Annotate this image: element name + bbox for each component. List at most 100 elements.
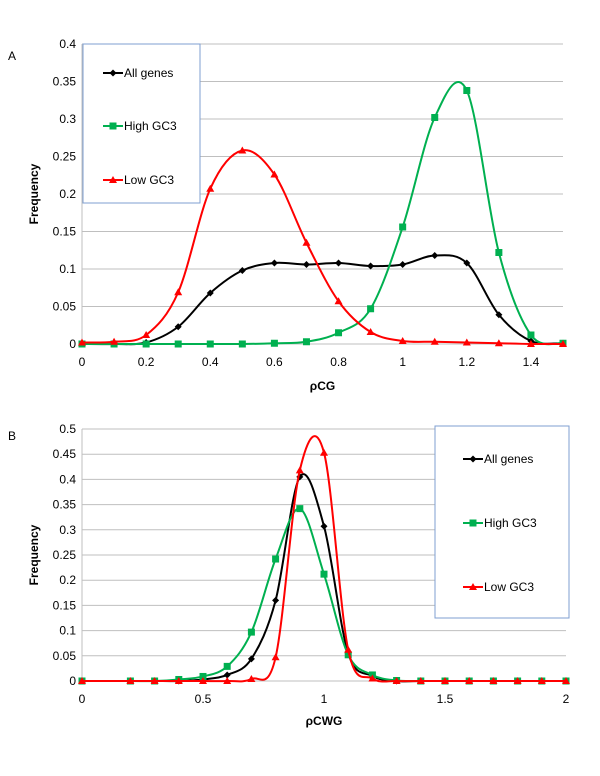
data-point [494, 339, 503, 347]
x-tick-label: 1.5 [437, 692, 454, 706]
data-point [335, 329, 343, 337]
legend-label: Low GC3 [124, 173, 174, 187]
data-point [223, 671, 231, 679]
data-point [489, 677, 498, 684]
y-tick-label: 0.25 [53, 150, 77, 164]
data-point [366, 328, 375, 335]
data-point [174, 288, 183, 296]
data-point [206, 289, 214, 297]
data-point [302, 238, 311, 246]
data-point [495, 249, 503, 256]
data-point [174, 677, 183, 684]
x-tick-label: 1 [321, 692, 328, 706]
data-point [562, 677, 570, 684]
y-tick-label: 0.35 [53, 498, 77, 512]
data-point [199, 677, 207, 684]
panel-label: B [8, 429, 16, 443]
data-point [462, 338, 471, 346]
data-point [150, 677, 159, 684]
y-axis-label: Frequency [27, 524, 41, 585]
data-point [527, 331, 535, 339]
x-axis-label: ρCG [310, 379, 335, 393]
y-tick-label: 0 [69, 337, 76, 351]
x-tick-label: 0 [79, 692, 86, 706]
y-tick-label: 0.4 [59, 472, 76, 486]
data-point [334, 297, 343, 305]
data-point [399, 223, 407, 231]
data-point [469, 455, 477, 463]
data-point [247, 628, 255, 636]
data-point [272, 555, 280, 563]
legend-label: All genes [124, 66, 173, 80]
data-point [431, 252, 439, 259]
data-point [335, 259, 343, 267]
data-point [526, 340, 535, 347]
data-point [296, 505, 304, 513]
x-tick-label: 0 [79, 355, 86, 369]
legend-box [434, 425, 570, 619]
data-point [142, 331, 151, 338]
data-point [109, 176, 117, 183]
data-point [126, 677, 135, 684]
y-tick-label: 0.35 [53, 75, 77, 89]
data-point [270, 170, 279, 178]
y-tick-label: 0 [69, 674, 76, 688]
data-point [344, 651, 352, 659]
y-tick-label: 0.4 [59, 37, 76, 51]
y-tick-label: 0.05 [53, 649, 77, 663]
legend: All genes High GC3 Low GC3 [82, 43, 201, 204]
data-point [206, 340, 214, 348]
legend-label: Low GC3 [484, 580, 534, 594]
x-axis-label: ρCWG [306, 714, 343, 728]
data-point [368, 674, 377, 682]
y-tick-label: 0.2 [59, 187, 76, 201]
y-tick-label: 0.05 [53, 300, 77, 314]
data-point [537, 677, 546, 684]
data-point [272, 596, 280, 604]
data-point [110, 337, 119, 345]
data-point [238, 267, 246, 274]
legend-label: All genes [484, 452, 533, 466]
x-tick-label: 0.4 [202, 355, 219, 369]
y-tick-label: 0.1 [59, 262, 76, 276]
data-point [463, 259, 471, 267]
data-point [320, 448, 328, 456]
y-tick-label: 0.3 [59, 112, 76, 126]
panel-label: A [8, 49, 16, 63]
data-point [295, 466, 304, 474]
data-point [465, 677, 474, 684]
y-axis-label: Frequency [27, 163, 41, 224]
data-point [174, 323, 182, 331]
data-point [495, 311, 503, 319]
data-point [270, 339, 278, 347]
chart-panel-B: 0 0.05 0.1 0.15 0.2 0.25 0.3 0.35 0.4 0.45 0.5 0 0.5… [8, 422, 570, 728]
data-point [142, 340, 150, 348]
data-point [174, 340, 182, 348]
data-point [271, 653, 280, 661]
x-tick-label: 0.2 [138, 355, 155, 369]
data-point [206, 184, 215, 192]
x-tick-label: 1 [399, 355, 406, 369]
data-point [78, 338, 86, 346]
data-point [431, 114, 439, 121]
data-point [320, 570, 328, 578]
legend-box [82, 43, 201, 204]
data-point [559, 340, 567, 347]
y-tick-label: 0.15 [53, 225, 77, 239]
data-point [78, 677, 86, 684]
data-point [302, 261, 310, 268]
series-line [81, 254, 564, 346]
data-point [247, 655, 255, 663]
series-line [81, 435, 566, 683]
series-low-gc3 [78, 435, 570, 684]
data-point [223, 662, 231, 670]
x-tick-label: 1.2 [458, 355, 475, 369]
data-point [392, 677, 401, 684]
data-point [441, 677, 449, 684]
data-point [270, 259, 278, 267]
data-point [238, 146, 247, 154]
data-point [399, 261, 407, 268]
data-point [416, 677, 425, 684]
data-point [513, 677, 522, 684]
